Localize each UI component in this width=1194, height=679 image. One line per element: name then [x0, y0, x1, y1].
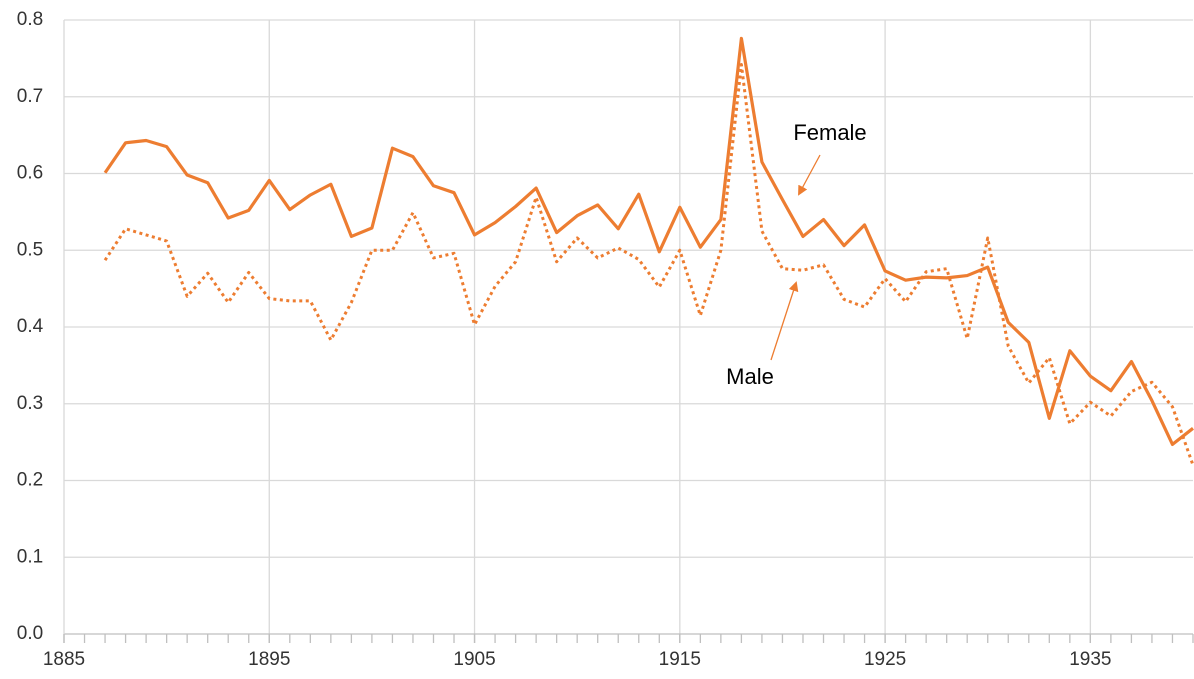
line-series	[103, 63, 1194, 466]
y-tick-label: 0.5	[17, 239, 43, 260]
y-tick-label: 0.0	[17, 623, 43, 644]
annotation-arrow	[770, 281, 799, 361]
y-tick-label: 0.7	[17, 86, 43, 107]
x-tick-label: 1925	[864, 649, 906, 670]
annotation-arrow	[798, 154, 821, 196]
y-tick-label: 0.2	[17, 470, 43, 491]
y-tick-label: 0.8	[17, 9, 43, 30]
x-tick-label: 1905	[453, 649, 495, 670]
y-tick-label: 0.1	[17, 546, 43, 567]
annotation: Female	[793, 120, 866, 145]
x-tick-label: 1935	[1069, 649, 1111, 670]
line-series	[103, 36, 1194, 447]
x-tick-label: 1895	[248, 649, 290, 670]
y-tick-label: 0.4	[17, 316, 44, 337]
y-tick-label: 0.3	[17, 393, 43, 414]
y-tick-label: 0.6	[17, 163, 43, 184]
x-tick-label: 1915	[659, 649, 701, 670]
x-tick-label: 1885	[43, 649, 85, 670]
annotation: Male	[726, 364, 774, 389]
